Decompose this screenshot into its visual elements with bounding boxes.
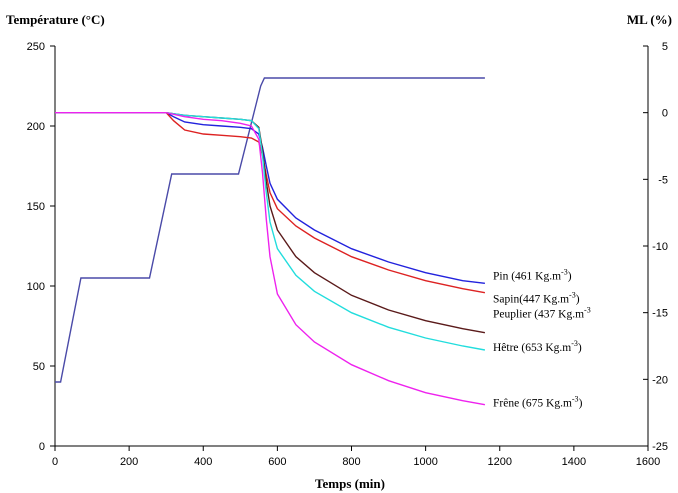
x-axis-title: Temps (min) (315, 476, 385, 491)
x-tick-label: 400 (194, 456, 212, 468)
y-right-tick-label: -10 (652, 241, 668, 253)
y-left-tick-label: 100 (27, 281, 45, 293)
y-left-tick-label: 0 (39, 441, 45, 453)
x-tick-label: 1200 (488, 456, 512, 468)
series-label-hetre: Hêtre (653 Kg.m-3) (493, 339, 582, 354)
y-right-tick-label: -20 (652, 374, 668, 386)
series-line-hetre (55, 111, 486, 351)
y-left-tick-label: 50 (33, 361, 45, 373)
y-right-tick-label: 5 (662, 41, 668, 53)
y-axis-right-title: ML (%) (627, 12, 672, 27)
y-right-tick-label: -25 (652, 441, 668, 453)
series-labels: Pin (461 Kg.m-3) Sapin(447 Kg.m-3)Peuplie… (493, 267, 591, 409)
series-line-pin (55, 111, 485, 284)
axes: 0 200 400 600 800 1000 1200 1400 160005010015020… (27, 41, 668, 468)
x-tick-label: 1600 (636, 456, 660, 468)
y-left-tick-label: 250 (27, 41, 45, 53)
series-label-frene: Frêne (675 Kg.m-3) (493, 395, 583, 410)
y-left-tick-label: 200 (27, 121, 45, 133)
y-right-tick-label: -5 (658, 174, 668, 186)
x-tick-label: 800 (342, 456, 360, 468)
y-right-tick-label: 0 (662, 108, 668, 120)
y-right-tick-label: -15 (652, 308, 668, 320)
series-label-peuplier: Peuplier (437 Kg.m-3 (493, 306, 591, 321)
x-tick-label: 200 (120, 456, 138, 468)
y-axis-left-title: Température (°C) (6, 12, 105, 27)
x-tick-label: 600 (268, 456, 286, 468)
x-tick-label: 1400 (562, 456, 586, 468)
plot-area (55, 77, 486, 406)
series-label-pin: Pin (461 Kg.m-3) (493, 267, 572, 282)
temperature-profile-line (55, 77, 485, 383)
series-label-sapin: Sapin(447 Kg.m-3) (493, 291, 580, 306)
x-tick-label: 0 (52, 456, 58, 468)
series-line-frene (55, 111, 486, 406)
x-tick-label: 1000 (413, 456, 437, 468)
y-left-tick-label: 150 (27, 201, 45, 213)
